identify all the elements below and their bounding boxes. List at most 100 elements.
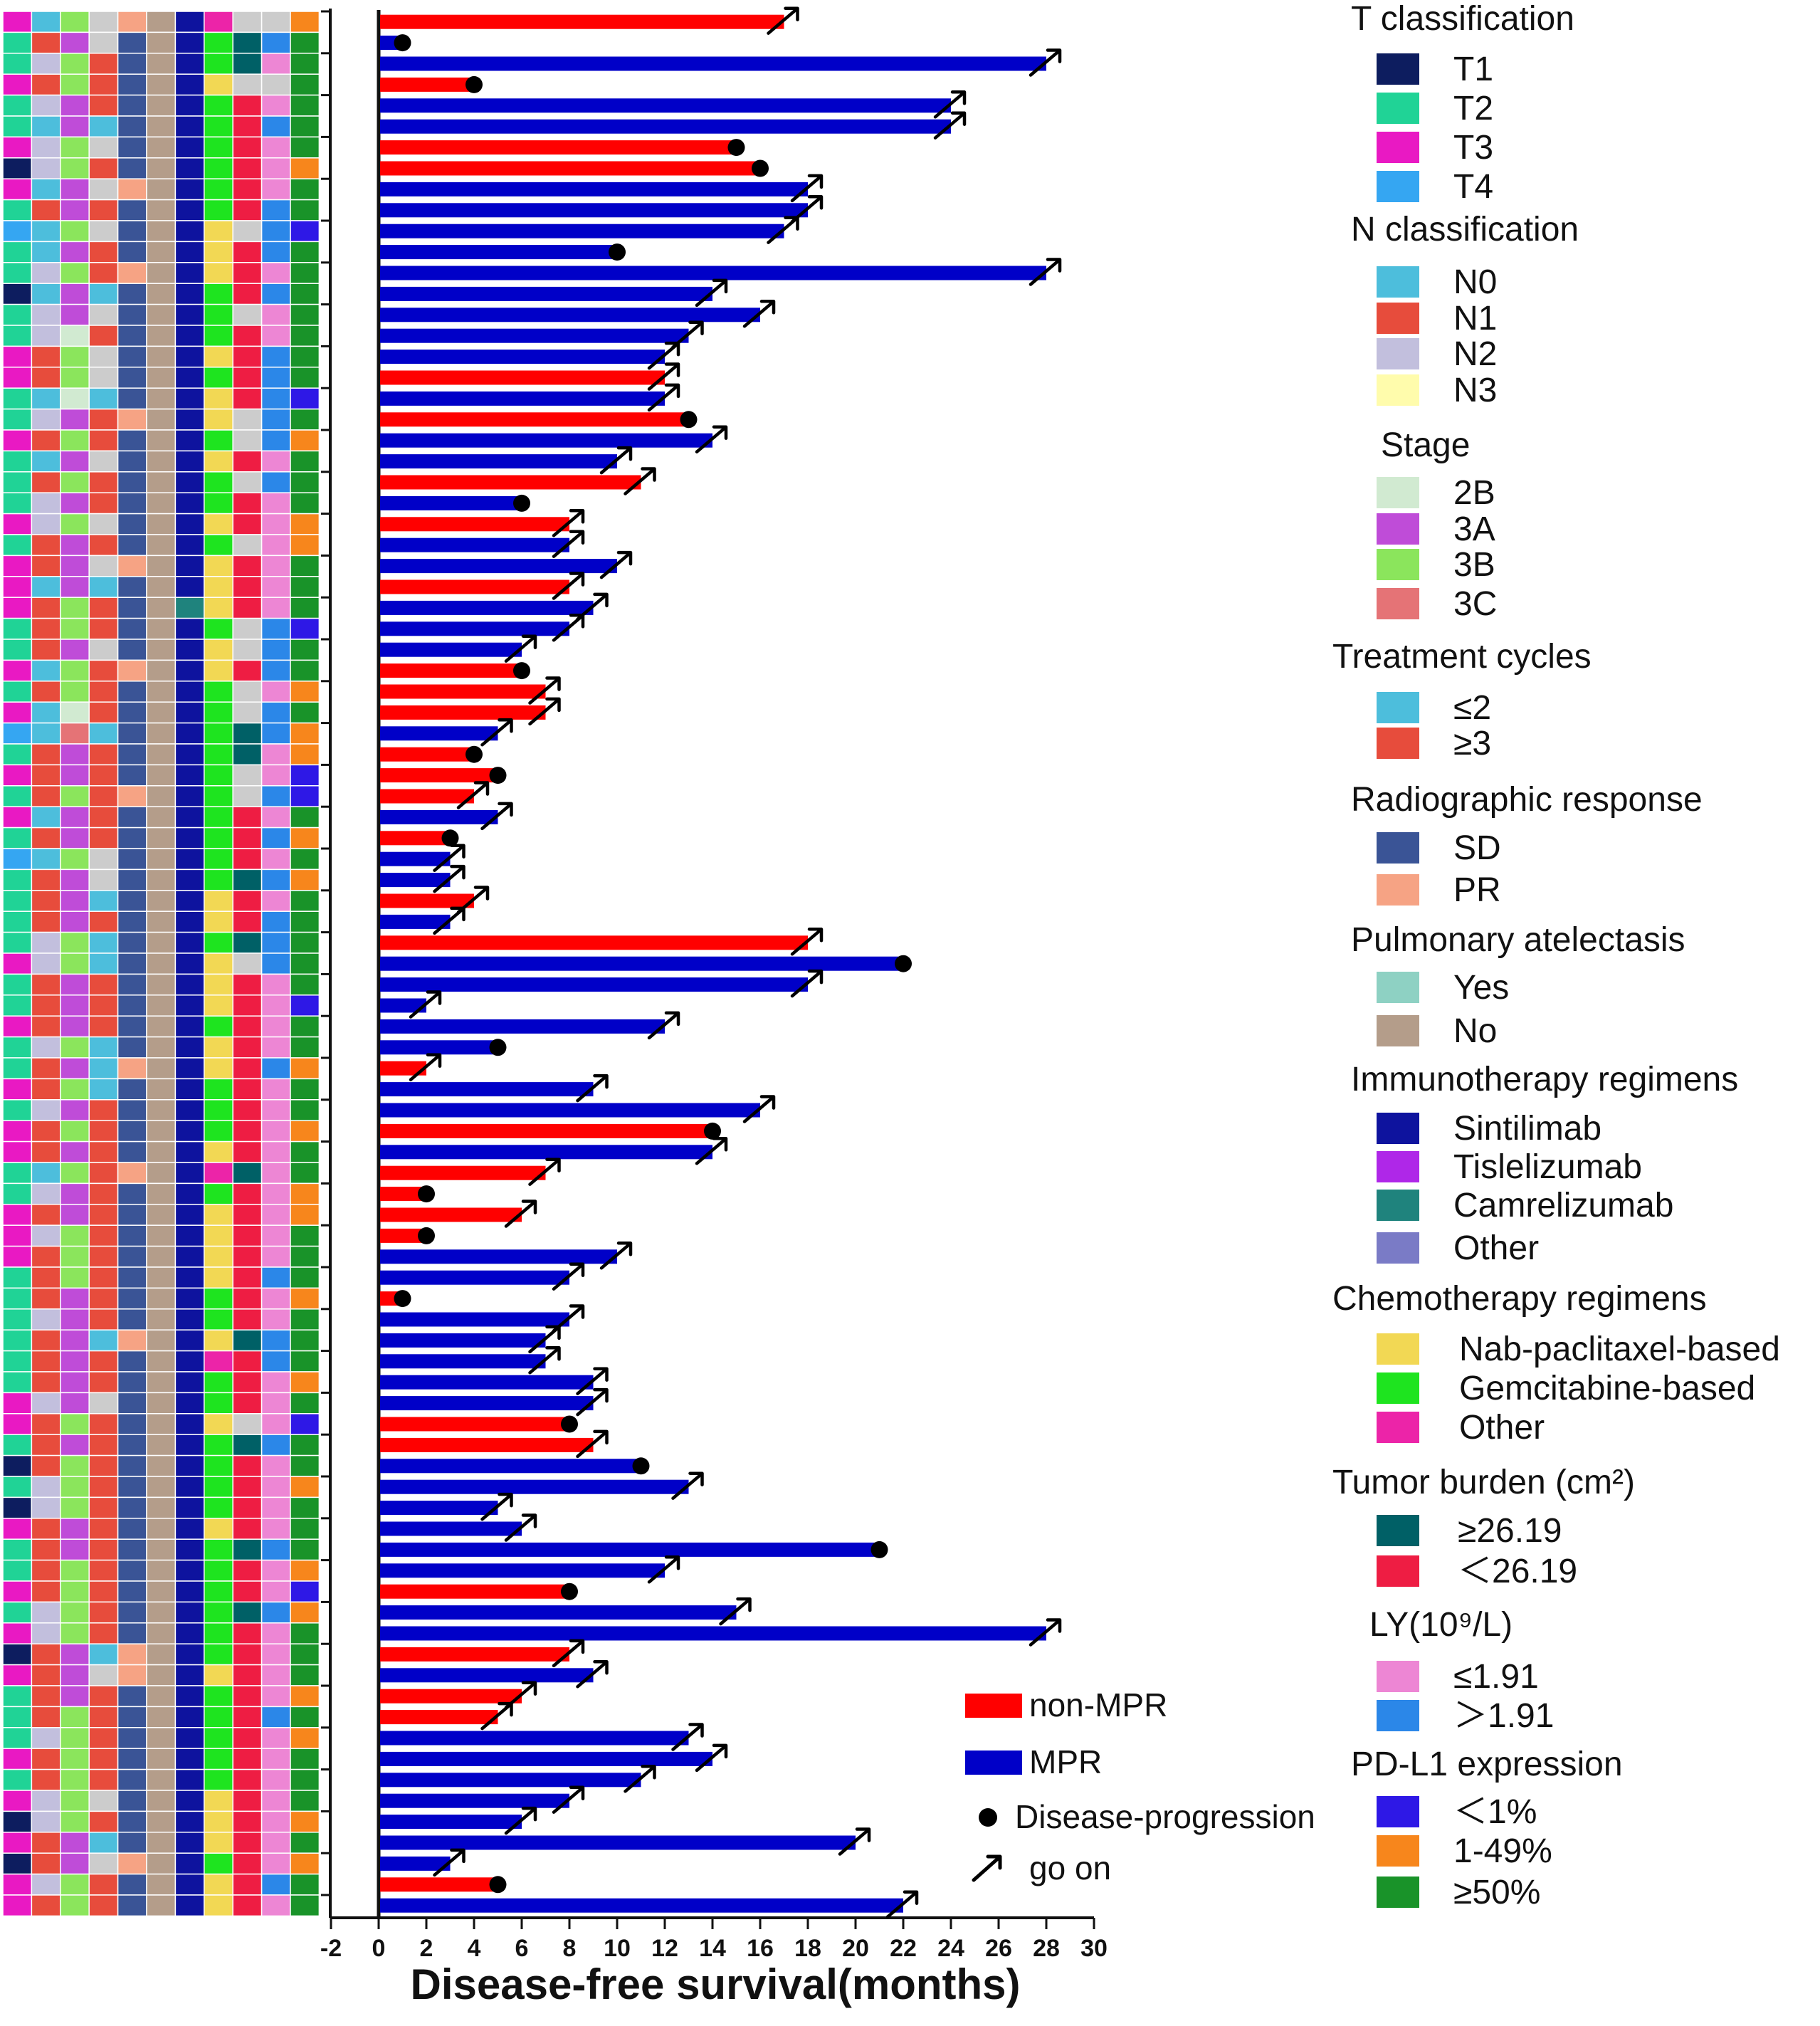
heatmap-cell: [2, 1476, 33, 1498]
bar-mpr: [380, 1815, 522, 1830]
heatmap-cell: [204, 1748, 233, 1770]
go-on-arrow-icon: [576, 1367, 609, 1395]
heatmap-cell: [261, 1580, 291, 1603]
heatmap-cell: [2, 1622, 33, 1644]
heatmap-cell: [146, 785, 177, 807]
heatmap-cell: [146, 659, 177, 682]
heatmap-cell: [204, 785, 233, 807]
heatmap-cell: [204, 1413, 233, 1435]
arrow-shaft: [647, 1012, 680, 1040]
heatmap-cell: [261, 1078, 291, 1101]
heatmap-cell: [117, 1078, 147, 1101]
bar-mpr: [380, 726, 498, 741]
heatmap-cell: [88, 513, 119, 535]
heatmap-cell: [117, 931, 147, 954]
heatmap-cell: [60, 1434, 90, 1456]
bar-mpr: [380, 1668, 594, 1683]
heatmap-cell: [31, 1768, 61, 1791]
heatmap-cell: [204, 1727, 233, 1749]
arrow-head: [545, 697, 561, 713]
heatmap-cell: [2, 1685, 33, 1708]
heatmap-cell: [2, 1099, 33, 1121]
heatmap-cell: [60, 826, 90, 849]
bar-non-mpr: [380, 370, 665, 385]
heatmap-cell: [60, 1057, 90, 1080]
bar-non-mpr: [380, 1877, 498, 1892]
heatmap-cell: [60, 994, 90, 1017]
go-on-arrow-icon: [528, 1346, 561, 1375]
heatmap-cell: [146, 178, 177, 201]
go-on-arrow-icon: [409, 1053, 442, 1081]
heatmap-cell: [88, 1580, 119, 1603]
heatmap-cell: [232, 283, 263, 305]
heatmap-cell: [117, 1852, 147, 1875]
heatmap-cell: [88, 367, 119, 389]
heatmap-cell: [117, 1204, 147, 1226]
heatmap-cell: [117, 1434, 147, 1456]
legend-item-label: Nab-paclitaxel-based: [1459, 1330, 1780, 1368]
arrow-head: [545, 676, 561, 691]
heatmap-cell: [117, 764, 147, 787]
heatmap-cell: [261, 1266, 291, 1289]
arrow-shaft: [790, 174, 823, 203]
heatmap-cell: [88, 534, 119, 557]
bar-mpr: [380, 642, 522, 657]
heatmap-cell: [174, 73, 205, 96]
bar-mpr: [380, 1773, 641, 1788]
heatmap-cell: [290, 1832, 320, 1854]
heatmap-cell: [88, 868, 119, 891]
heatmap-cell: [31, 1036, 61, 1059]
heatmap-cell: [204, 743, 233, 766]
go-on-arrow-icon: [599, 446, 633, 475]
heatmap-cell: [31, 743, 61, 766]
heatmap-cell: [204, 1392, 233, 1414]
legend-item-label: 3B: [1453, 546, 1495, 584]
x-tick-label: 18: [794, 1935, 821, 1962]
heatmap-cell: [204, 1036, 233, 1059]
heatmap-cell: [88, 1538, 119, 1561]
arrow-shaft: [576, 1388, 608, 1417]
x-tick-label: 16: [747, 1935, 774, 1962]
heatmap-cell: [117, 408, 147, 431]
arrow-head: [593, 592, 609, 608]
go-on-arrow-icon: [647, 362, 680, 391]
heatmap-cell: [2, 1266, 33, 1289]
arrow-head: [616, 1242, 633, 1256]
heatmap-cell: [88, 345, 119, 368]
bar-mpr: [380, 1731, 689, 1746]
heatmap-cell: [232, 1873, 263, 1896]
heatmap-cell: [117, 1454, 147, 1477]
heatmap-cell: [31, 868, 61, 891]
go-on-arrow-icon: [647, 383, 680, 412]
arrow-shaft: [528, 677, 560, 705]
heatmap-cell: [117, 1664, 147, 1686]
heatmap-cell: [88, 1308, 119, 1330]
heatmap-cell: [174, 785, 205, 807]
heatmap-cell: [88, 931, 119, 954]
arrow-head: [664, 362, 680, 377]
heatmap-cell: [60, 973, 90, 996]
heatmap-cell: [204, 1768, 233, 1791]
heatmap-cell: [31, 806, 61, 829]
heatmap-cell: [204, 1078, 233, 1101]
heatmap-cell: [290, 220, 320, 243]
heatmap-cell: [31, 639, 61, 661]
heatmap-cell: [290, 994, 320, 1017]
legend-group-title: Treatment cycles: [1332, 638, 1592, 676]
legend-item-label: PR: [1453, 871, 1501, 909]
arrow-shaft: [742, 1096, 775, 1123]
arrow-shaft: [695, 279, 727, 308]
heatmap-cell: [261, 764, 291, 787]
go-on-arrow-icon: [742, 300, 776, 328]
heatmap-cell: [261, 555, 291, 577]
arrow-shaft: [790, 928, 823, 956]
go-on-arrow-icon: [719, 1597, 752, 1626]
heatmap-cell: [174, 136, 205, 159]
arrow-head: [688, 1471, 704, 1486]
heatmap-cell: [204, 1245, 233, 1268]
go-on-arrow-icon: [599, 550, 633, 579]
heatmap-cell: [261, 429, 291, 452]
heatmap-cell: [290, 157, 320, 179]
heatmap-cell: [31, 952, 61, 975]
arrow-shaft: [695, 1744, 727, 1773]
